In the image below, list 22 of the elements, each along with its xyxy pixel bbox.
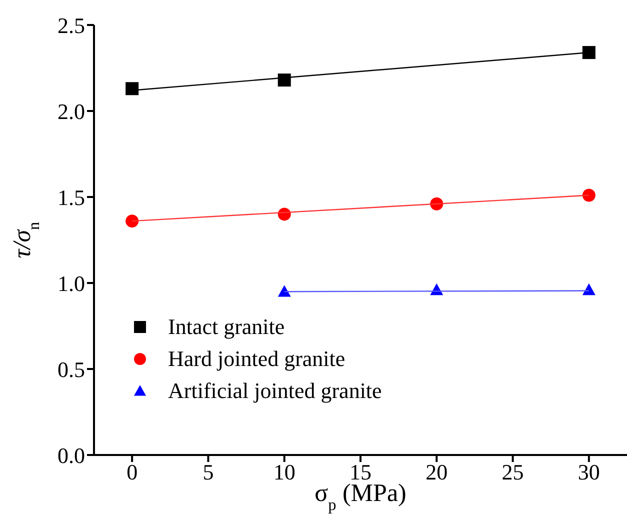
y-tick-label: 0.0: [58, 442, 85, 468]
x-tick-label: 0: [126, 460, 138, 485]
y-tick-label: 2.5: [58, 12, 85, 38]
legend-label: Intact granite: [168, 314, 285, 340]
legend-label: Artificial jointed granite: [168, 378, 382, 404]
point: [126, 214, 139, 228]
point: [582, 283, 596, 296]
point: [126, 82, 139, 96]
x-tick-label: 30: [578, 460, 600, 485]
legend-label: Hard jointed granite: [168, 346, 346, 372]
y-tick-label: 1.5: [58, 184, 85, 210]
y-tick-label: 0.5: [58, 356, 85, 382]
point: [278, 285, 291, 297]
x-tick-label: 20: [426, 460, 448, 485]
y-tick-label: 1.0: [58, 270, 85, 296]
x-tick-label: 5: [202, 460, 214, 485]
point: [582, 46, 596, 60]
x-tick-label: 25: [502, 460, 524, 485]
x-tick-label: 10: [273, 460, 296, 485]
point: [582, 188, 596, 202]
point: [278, 74, 291, 87]
y-tick-label: 2.0: [58, 98, 85, 124]
